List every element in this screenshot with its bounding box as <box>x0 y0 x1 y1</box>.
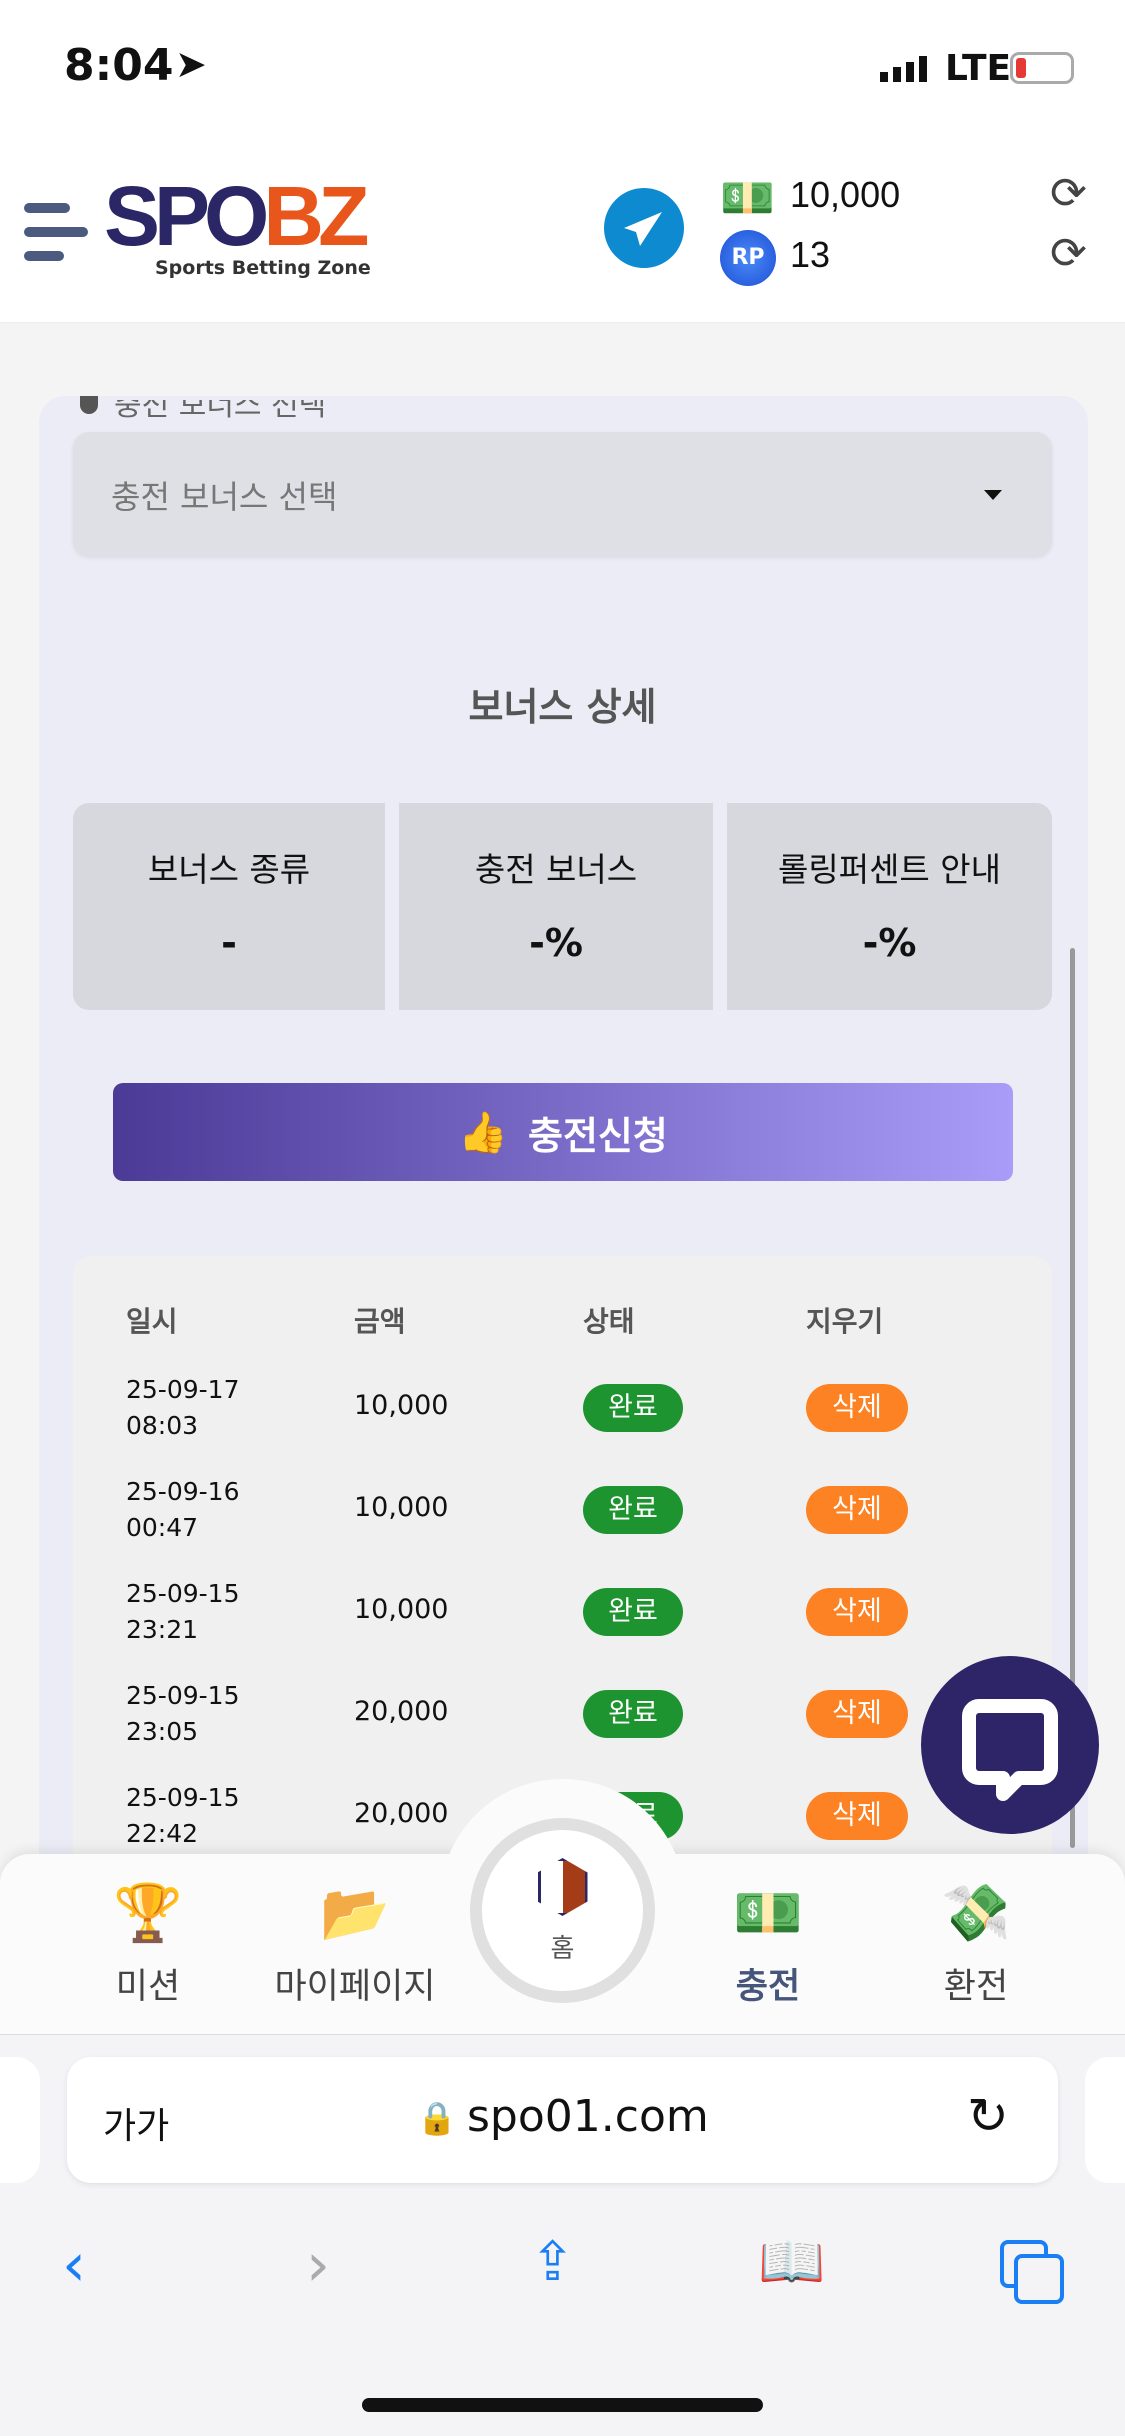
deposit-bonus-box: 충전 보너스 -% <box>399 803 713 1010</box>
points-icon: RP <box>720 230 776 286</box>
row-datetime: 25-09-15 23:05 <box>126 1681 240 1746</box>
logo-tagline: Sports Betting Zone <box>155 257 371 279</box>
delete-button[interactable]: 삭제 <box>806 1792 908 1840</box>
nav-home[interactable]: 홈 <box>470 1818 655 2003</box>
share-icon[interactable]: ⇪ <box>530 2230 576 2293</box>
network-type: LTE <box>945 48 1012 89</box>
table-row: 25-09-17 08:03 10,000 완료 삭제 <box>0 1372 1125 1462</box>
row-datetime: 25-09-17 08:03 <box>126 1375 240 1440</box>
refresh-money-icon[interactable]: ⟳ <box>1050 168 1087 219</box>
row-amount: 10,000 <box>354 1492 449 1523</box>
bonus-type-box: 보너스 종류 - <box>73 803 385 1010</box>
battery-icon <box>1010 52 1074 84</box>
status-badge: 완료 <box>583 1384 683 1432</box>
bonus-select[interactable]: 충전 보너스 선택 <box>73 432 1052 556</box>
deposit-icon: 💵 <box>733 1881 803 1946</box>
thumbs-up-icon: 👍 <box>458 1109 508 1156</box>
nav-withdraw[interactable]: 💸 환전 <box>886 1880 1066 2009</box>
trophy-icon: 🏆 <box>113 1881 183 1946</box>
status-badge: 완료 <box>583 1486 683 1534</box>
folder-icon: 📂 <box>320 1881 390 1946</box>
col-date: 일시 <box>126 1305 178 1338</box>
points-balance: 13 <box>790 234 831 275</box>
bonus-label: 충전 보너스 선택 <box>114 388 327 423</box>
apply-deposit-button[interactable]: 👍 충전신청 <box>113 1083 1013 1181</box>
col-status: 상태 <box>583 1305 635 1338</box>
address-bar[interactable]: 가가 🔒 spo01.com ↻ <box>67 2057 1058 2183</box>
telegram-icon[interactable] <box>604 188 684 268</box>
location-icon: ➤ <box>175 42 207 86</box>
header <box>0 128 1125 323</box>
delete-button[interactable]: 삭제 <box>806 1588 908 1636</box>
row-amount: 10,000 <box>354 1594 449 1625</box>
delete-button[interactable]: 삭제 <box>806 1384 908 1432</box>
row-datetime: 25-09-15 23:21 <box>126 1579 240 1644</box>
prev-tab-peek[interactable] <box>0 2057 40 2183</box>
caret-down-icon <box>984 490 1002 509</box>
row-datetime: 25-09-15 22:42 <box>126 1783 240 1848</box>
table-row: 25-09-15 23:05 20,000 완료 삭제 <box>0 1678 1125 1768</box>
delete-button[interactable]: 삭제 <box>806 1486 908 1534</box>
chat-button[interactable] <box>921 1656 1099 1834</box>
history-table <box>73 1256 1052 1876</box>
forward-icon[interactable]: › <box>306 2230 330 2300</box>
home-logo-icon <box>537 1858 588 1916</box>
signal-icon <box>880 56 927 82</box>
money-balance: 10,000 <box>790 174 901 215</box>
table-row: 25-09-16 00:47 10,000 완료 삭제 <box>0 1474 1125 1564</box>
bonus-detail-title: 보너스 상세 <box>468 685 657 729</box>
nav-deposit[interactable]: 💵 충전 <box>678 1880 858 2009</box>
status-bar: 8:04 ➤ LTE <box>0 0 1125 128</box>
home-indicator <box>362 2398 763 2412</box>
withdraw-icon: 💸 <box>941 1881 1011 1946</box>
status-badge: 완료 <box>583 1588 683 1636</box>
back-icon[interactable]: ‹ <box>62 2230 86 2300</box>
logo[interactable]: SPOBZ <box>104 169 369 263</box>
row-datetime: 25-09-16 00:47 <box>126 1477 240 1542</box>
col-amount: 금액 <box>354 1305 406 1338</box>
row-amount: 20,000 <box>354 1798 449 1829</box>
lock-icon: 🔒 <box>417 2099 457 2137</box>
next-tab-peek[interactable] <box>1085 2057 1125 2183</box>
bookmarks-icon[interactable]: 📖 <box>758 2230 826 2293</box>
bullet-icon <box>80 396 98 414</box>
refresh-points-icon[interactable]: ⟳ <box>1050 228 1087 279</box>
scrollbar[interactable] <box>1070 948 1075 1848</box>
text-size-button[interactable]: 가가 <box>103 2106 170 2147</box>
nav-mission[interactable]: 🏆 미션 <box>58 1880 238 2009</box>
tabs-icon[interactable] <box>1000 2240 1064 2304</box>
clock: 8:04 <box>64 40 174 91</box>
status-badge: 완료 <box>583 1690 683 1738</box>
col-delete: 지우기 <box>806 1305 884 1338</box>
nav-mypage[interactable]: 📂 마이페이지 <box>265 1880 445 2009</box>
reload-icon[interactable]: ↻ <box>967 2087 1009 2145</box>
url-text: spo01.com <box>467 2091 709 2142</box>
money-icon: 💵 <box>720 173 775 224</box>
row-amount: 20,000 <box>354 1696 449 1727</box>
menu-icon[interactable] <box>24 195 90 261</box>
row-amount: 10,000 <box>354 1390 449 1421</box>
table-row: 25-09-15 23:21 10,000 완료 삭제 <box>0 1576 1125 1666</box>
rolling-percent-box: 롤링퍼센트 안내 -% <box>727 803 1052 1010</box>
delete-button[interactable]: 삭제 <box>806 1690 908 1738</box>
